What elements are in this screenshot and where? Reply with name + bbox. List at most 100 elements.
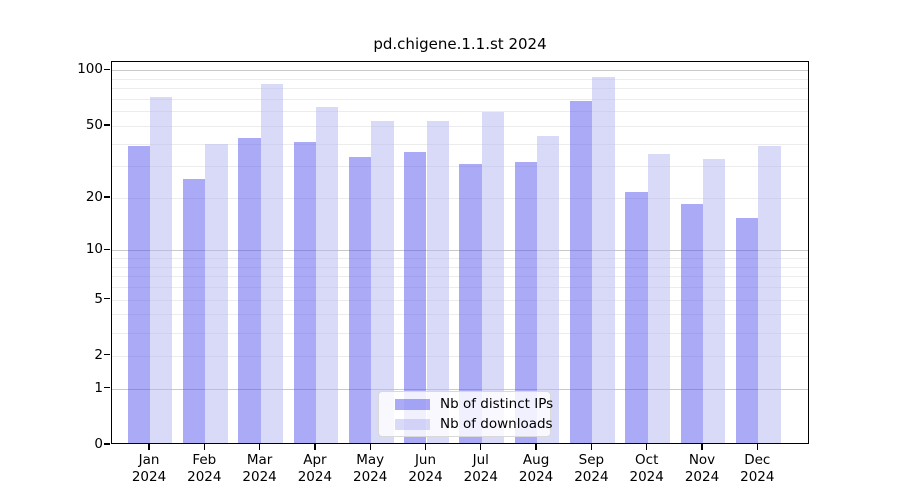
x-tick-label-mar: Mar 2024 bbox=[225, 452, 295, 486]
month-label: Dec bbox=[744, 452, 771, 468]
bar-downloads-sep bbox=[592, 76, 615, 443]
year-label: 2024 bbox=[463, 469, 498, 485]
x-tick-mark bbox=[314, 444, 316, 450]
y-tick-mark bbox=[104, 443, 110, 445]
bar-ips-mar bbox=[238, 137, 261, 443]
gridline-minor bbox=[112, 99, 808, 100]
x-tick-mark bbox=[480, 444, 482, 450]
x-tick-mark bbox=[258, 444, 261, 450]
legend-row-distinct-ips: Nb of distinct IPs bbox=[395, 395, 553, 413]
y-tick-label-10: 10 bbox=[85, 241, 103, 258]
distinct-ips-swatch-icon bbox=[395, 398, 430, 410]
month-label: Jul bbox=[472, 452, 489, 468]
y-tick-label-5: 5 bbox=[94, 290, 103, 307]
chart-title: pd.chigene.1.1.st 2024 bbox=[373, 35, 547, 53]
bar-downloads-feb bbox=[205, 143, 228, 443]
month-label: Feb bbox=[192, 452, 217, 468]
year-label: 2024 bbox=[574, 469, 609, 485]
bar-ips-feb bbox=[182, 178, 206, 443]
bar-ips-may bbox=[348, 156, 372, 443]
y-tick-mark bbox=[104, 196, 110, 198]
year-label: 2024 bbox=[684, 469, 720, 485]
x-tick-mark bbox=[203, 444, 205, 450]
downloads-swatch-icon bbox=[395, 418, 430, 430]
bar-downloads-dec bbox=[758, 145, 781, 443]
y-tick-label-20: 20 bbox=[85, 188, 103, 205]
bar-ips-jun bbox=[404, 152, 427, 443]
bar-ips-sep bbox=[570, 100, 593, 443]
x-tick-label-may: May 2024 bbox=[335, 452, 405, 486]
y-tick-label-2: 2 bbox=[94, 346, 103, 363]
x-tick-label-dec: Dec 2024 bbox=[722, 452, 792, 486]
x-tick-mark bbox=[424, 444, 427, 450]
bar-downloads-aug bbox=[537, 135, 560, 443]
month-label: Jun bbox=[414, 452, 437, 468]
month-label: Sep bbox=[578, 452, 605, 468]
year-label: 2024 bbox=[518, 469, 554, 485]
month-label: Oct bbox=[635, 452, 659, 468]
x-tick-label-sep: Sep 2024 bbox=[556, 452, 626, 486]
bar-downloads-oct bbox=[647, 154, 671, 443]
bar-downloads-mar bbox=[260, 84, 283, 443]
gridline-minor bbox=[112, 78, 808, 80]
bar-ips-aug bbox=[514, 161, 538, 443]
bar-ips-jan bbox=[127, 145, 150, 443]
bar-downloads-jan bbox=[150, 97, 173, 443]
year-label: 2024 bbox=[629, 469, 664, 485]
x-tick-label-apr: Apr 2024 bbox=[280, 452, 350, 486]
year-label: 2024 bbox=[353, 469, 388, 485]
bar-downloads-jun bbox=[426, 120, 449, 443]
bar-downloads-may bbox=[371, 120, 394, 443]
year-label: 2024 bbox=[408, 469, 443, 485]
gridline-minor bbox=[112, 143, 808, 145]
year-label: 2024 bbox=[187, 469, 222, 485]
bar-downloads-apr bbox=[315, 106, 339, 443]
y-tick-mark bbox=[104, 387, 110, 389]
month-label: Apr bbox=[303, 452, 327, 468]
year-label: 2024 bbox=[740, 469, 775, 485]
y-tick-mark bbox=[104, 354, 110, 356]
gridline-minor bbox=[112, 125, 808, 127]
y-tick-label-0: 0 bbox=[94, 436, 103, 452]
x-tick-label-jun: Jun 2024 bbox=[391, 452, 461, 486]
y-tick-label-100: 100 bbox=[77, 61, 103, 78]
x-tick-mark bbox=[369, 444, 371, 450]
x-tick-label-jul: Jul 2024 bbox=[446, 452, 516, 486]
bar-ips-nov bbox=[680, 204, 703, 443]
x-tick-mark bbox=[535, 444, 537, 450]
y-tick-mark bbox=[104, 124, 110, 126]
month-label: Mar bbox=[246, 452, 273, 468]
legend-label-downloads: Nb of downloads bbox=[440, 416, 553, 432]
bar-ips-jul bbox=[459, 164, 482, 443]
plot-area bbox=[111, 61, 809, 444]
y-tick-mark bbox=[104, 68, 110, 71]
x-tick-mark bbox=[590, 444, 593, 450]
x-tick-mark bbox=[148, 444, 150, 450]
x-tick-label-jan: Jan 2024 bbox=[114, 452, 184, 486]
bar-downloads-nov bbox=[703, 159, 726, 443]
y-tick-mark bbox=[104, 297, 110, 300]
y-tick-label-50: 50 bbox=[85, 116, 103, 133]
year-label: 2024 bbox=[131, 469, 167, 485]
year-label: 2024 bbox=[242, 469, 277, 485]
x-tick-label-oct: Oct 2024 bbox=[612, 452, 682, 486]
bar-ips-apr bbox=[293, 141, 316, 443]
legend-label-distinct-ips: Nb of distinct IPs bbox=[440, 396, 554, 412]
bar-downloads-jul bbox=[481, 112, 505, 443]
gridline-major bbox=[112, 70, 808, 72]
month-label: Jan bbox=[138, 452, 160, 468]
x-tick-mark bbox=[756, 444, 758, 450]
legend: Nb of distinct IPs Nb of downloads bbox=[378, 391, 553, 437]
bar-ips-oct bbox=[625, 192, 648, 443]
gridline-minor bbox=[112, 111, 808, 113]
month-label: May bbox=[356, 452, 385, 468]
y-tick-label-1: 1 bbox=[94, 379, 103, 396]
x-tick-mark bbox=[701, 444, 703, 450]
y-tick-mark bbox=[104, 248, 110, 251]
x-tick-label-nov: Nov 2024 bbox=[667, 452, 737, 486]
month-label: Aug bbox=[522, 452, 550, 468]
month-label: Nov bbox=[688, 452, 716, 468]
gridline-minor bbox=[112, 88, 808, 90]
bar-ips-dec bbox=[735, 217, 759, 443]
